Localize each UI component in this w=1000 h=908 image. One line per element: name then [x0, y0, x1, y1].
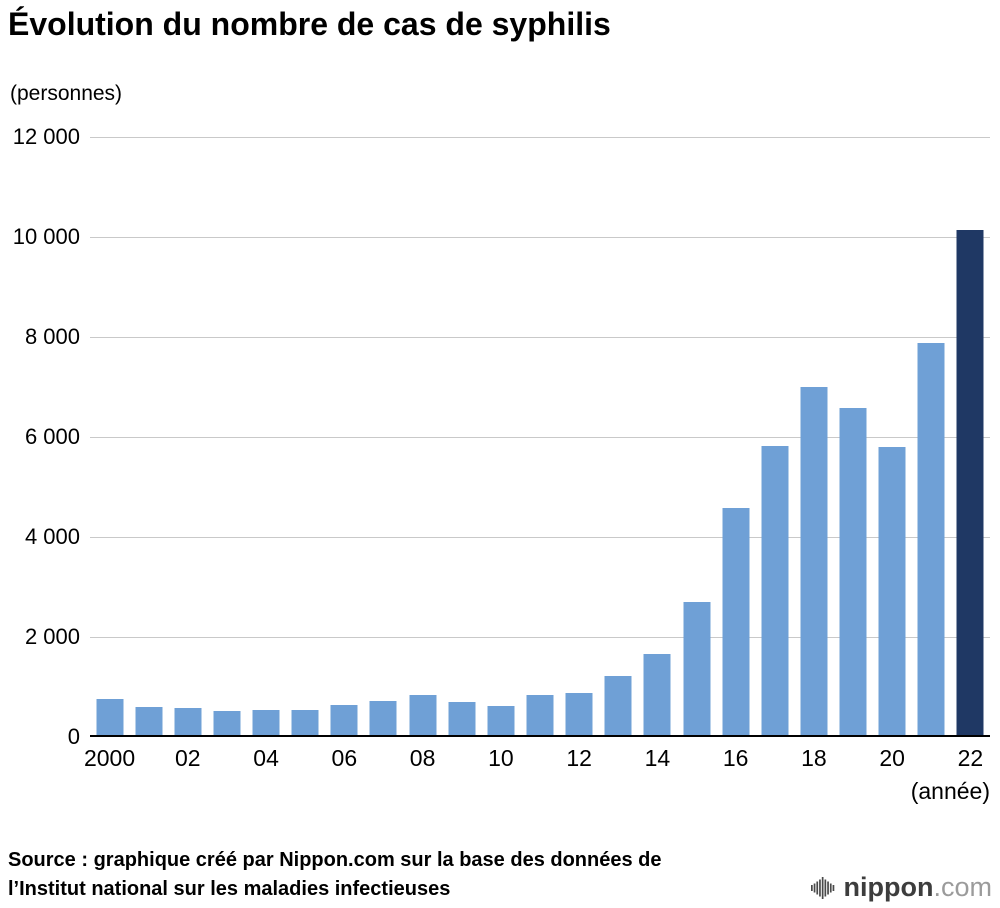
bar-2000 — [96, 699, 124, 737]
x-tick-label-2004: 04 — [253, 745, 279, 771]
bar-2013 — [604, 676, 632, 737]
x-tick-label-2000: 2000 — [83, 745, 136, 771]
gridline-6000 — [90, 437, 990, 438]
y-tick-label-10000: 10 000 — [12, 224, 80, 249]
bar-2002 — [174, 708, 202, 737]
bar-2001 — [135, 707, 163, 737]
x-tick-label-2008: 08 — [409, 745, 436, 771]
x-tick-label-2010: 10 — [488, 745, 514, 771]
gridline-4000 — [90, 537, 990, 538]
x-tick-label-2020: 20 — [879, 745, 905, 771]
bar-2006 — [330, 705, 358, 737]
y-tick-label-2000: 2 000 — [24, 624, 80, 649]
gridline-10000 — [90, 237, 990, 238]
x-axis-unit-label: (année) — [910, 778, 990, 804]
gridline-2000 — [90, 637, 990, 638]
bar-2016 — [722, 508, 750, 737]
x-tick-label-2018: 18 — [801, 745, 827, 771]
bar-2022 — [956, 230, 984, 737]
bar-2007 — [369, 701, 397, 737]
source-line-1: Source : graphique créé par Nippon.com s… — [8, 849, 662, 871]
bar-2020 — [878, 447, 906, 737]
gridline-12000 — [90, 137, 990, 138]
bar-2015 — [683, 602, 711, 737]
x-tick-label-2002: 02 — [175, 745, 201, 771]
y-tick-label-12000: 12 000 — [12, 124, 80, 149]
x-tick-label-2006: 06 — [331, 745, 358, 771]
bar-2018 — [800, 387, 828, 737]
y-axis-labels: 0 2 000 4 000 6 000 8 000 10 000 12 000 — [0, 124, 80, 749]
nippon-logo: nippon.com — [810, 872, 992, 903]
plot-area — [90, 137, 990, 737]
bar-2011 — [526, 695, 554, 737]
y-tick-label-0: 0 — [67, 724, 80, 749]
x-tick-label-2014: 14 — [644, 745, 671, 771]
y-axis-unit-label: (personnes) — [10, 82, 123, 105]
nippon-logo-icon — [810, 876, 834, 899]
y-tick-label-4000: 4 000 — [24, 524, 80, 549]
bar-2010 — [487, 706, 515, 737]
bar-2019 — [839, 408, 867, 737]
bar-2012 — [565, 693, 593, 737]
bar-2003 — [213, 711, 241, 737]
logo-brand-text: nippon — [843, 872, 934, 902]
bar-2004 — [252, 710, 280, 737]
x-tick-label-2012: 12 — [566, 745, 592, 771]
chart-title: Évolution du nombre de cas de syphilis — [8, 6, 611, 42]
y-tick-label-8000: 8 000 — [24, 324, 80, 349]
gridline-8000 — [90, 337, 990, 338]
bar-2014 — [643, 654, 671, 737]
x-axis-labels: 2000 02 04 06 08 10 12 14 16 18 20 22 — [84, 745, 990, 775]
x-tick-label-2022: 22 — [957, 745, 984, 771]
logo-tld-text: .com — [933, 872, 992, 902]
source-text: Source : graphique créé par Nippon.com s… — [8, 846, 662, 904]
source-line-2: l’Institut national sur les maladies inf… — [8, 878, 451, 900]
bar-2008 — [409, 695, 437, 737]
bar-2009 — [448, 702, 476, 737]
gridline-0 — [90, 735, 990, 737]
bar-2005 — [291, 710, 319, 737]
bar-2021 — [917, 343, 945, 737]
bar-series — [90, 137, 990, 737]
y-tick-label-6000: 6 000 — [24, 424, 80, 449]
x-tick-label-2016: 16 — [722, 745, 749, 771]
bar-2017 — [761, 446, 789, 737]
